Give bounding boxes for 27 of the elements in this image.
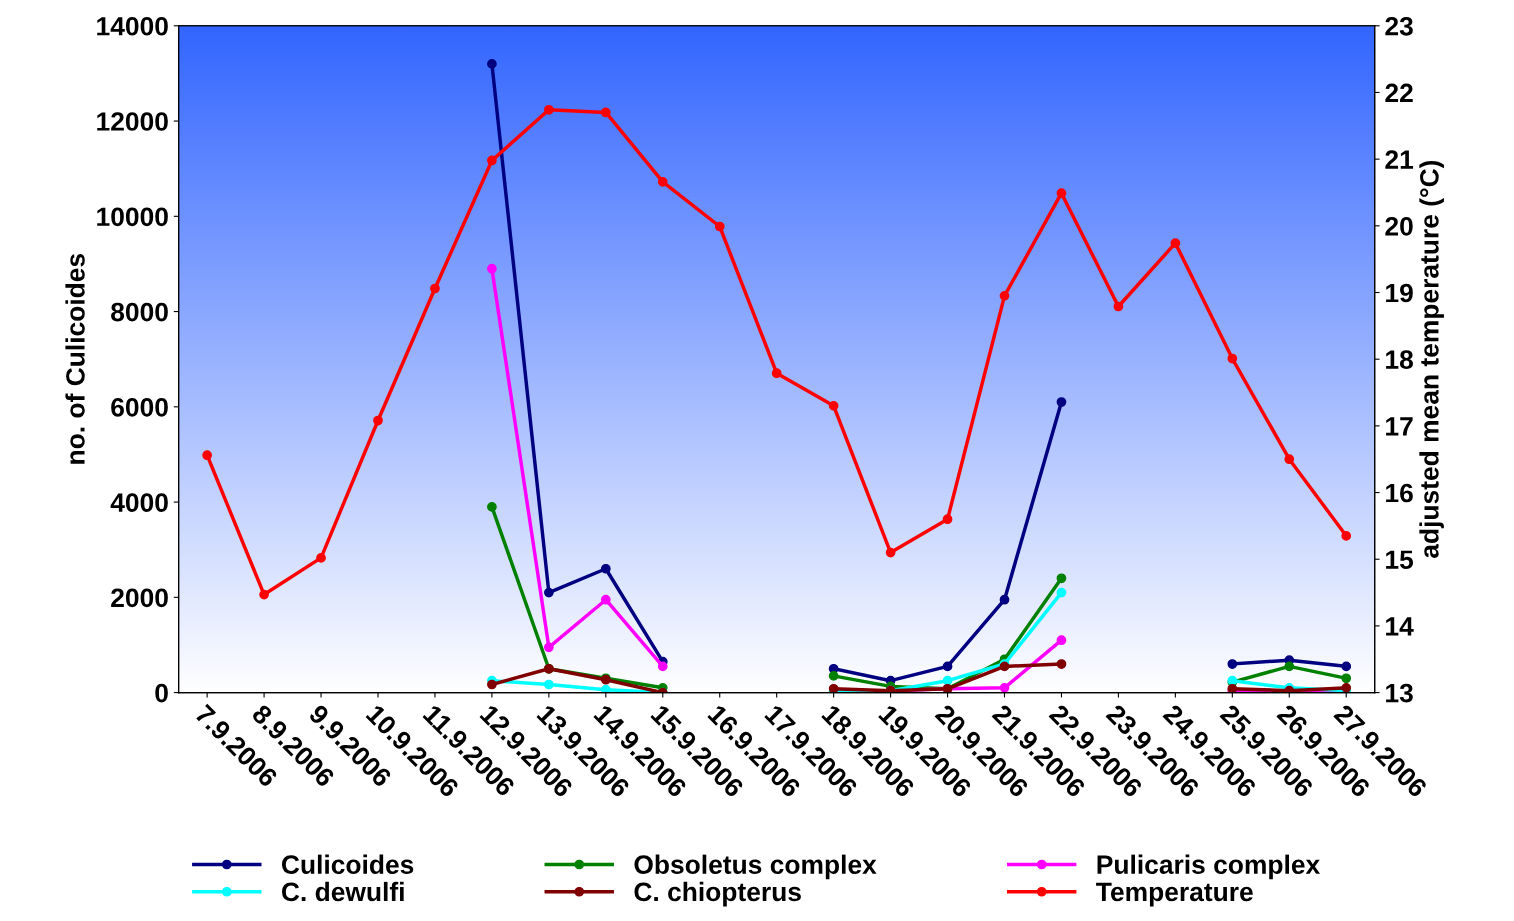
legend-label: Temperature <box>1096 882 1253 907</box>
y-tick-label: 6000 <box>111 397 168 417</box>
y-tick-label: 4000 <box>110 493 168 512</box>
y-axis-title: no. of Culicoides <box>65 253 85 464</box>
y2-tick-label: 23 <box>1385 16 1413 36</box>
y2-tick-label: 16 <box>1386 483 1413 503</box>
y2-tick-label: 22 <box>1385 83 1413 103</box>
y2-tick-label: 21 <box>1385 150 1414 169</box>
y2-axis-title: adjusted mean temperature (°C) <box>1419 160 1444 558</box>
y-tick-label: 0 <box>155 683 168 703</box>
y-tick-label: 12000 <box>97 112 168 131</box>
y2-tick-label: 14 <box>1386 617 1414 636</box>
y2-tick-label: 15 <box>1386 550 1414 570</box>
legend-label: Culicoides <box>281 854 414 875</box>
y2-tick-label: 17 <box>1386 417 1413 436</box>
legend-label: C. chiopterus <box>634 881 801 907</box>
y2-tick-label: 13 <box>1386 683 1413 703</box>
y-tick-label: 8000 <box>111 302 168 322</box>
y2-tick-label: 20 <box>1385 216 1413 236</box>
legend-label: C. dewulfi <box>281 881 404 902</box>
y-tick-label: 10000 <box>97 207 168 227</box>
y-tick-label: 2000 <box>111 588 168 608</box>
legend-label: Pulicaris complex <box>1097 854 1321 880</box>
y2-tick-label: 18 <box>1386 350 1413 370</box>
y2-tick-label: 19 <box>1386 283 1413 303</box>
legend-label: Obsoletus complex <box>634 854 877 880</box>
y-tick-label: 14000 <box>97 16 168 36</box>
